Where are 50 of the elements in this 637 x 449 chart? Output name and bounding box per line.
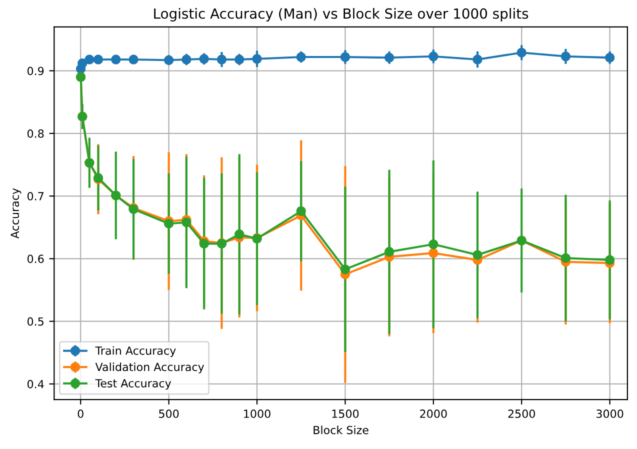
point (252, 54, 262, 64)
y-tick-label: 0.4 (27, 380, 44, 388)
point (384, 246, 394, 257)
point (604, 255, 615, 265)
y-tick-label: 0.9 (27, 66, 44, 76)
y-tick-label: 0.6 (27, 254, 44, 264)
legend-label: Validation Accuracy (95, 362, 204, 374)
point (216, 54, 227, 64)
x-tick-label: 1000 (244, 410, 270, 418)
y-axis-title: Accuracy (10, 188, 22, 239)
point (340, 264, 350, 274)
point (296, 52, 306, 62)
x-axis-title: Block Size (314, 426, 368, 434)
point (164, 218, 174, 228)
point (560, 52, 571, 62)
point (516, 48, 526, 58)
point (472, 250, 482, 260)
legend-label: Test Accuracy (95, 379, 172, 390)
point (560, 253, 571, 263)
point (182, 217, 192, 228)
point (93, 54, 104, 64)
point (199, 238, 209, 249)
x-tick-label: 3000 (596, 410, 624, 418)
y-tick-label: 0.7 (27, 192, 44, 200)
point (472, 54, 482, 64)
x-tick-label: 2000 (420, 410, 447, 418)
chart-title: Logistic Accuracy (Man) vs Block Size over 1000 splits (154, 8, 528, 22)
x-tick-label: 1500 (332, 410, 359, 418)
point (128, 54, 138, 64)
x-tick-label: 500 (159, 410, 179, 418)
point (604, 52, 615, 62)
point (199, 54, 209, 64)
point (296, 206, 306, 216)
y-tick-label: 0.5 (27, 317, 44, 326)
point (384, 52, 394, 62)
point (428, 248, 438, 258)
point (182, 54, 192, 64)
point (340, 52, 350, 62)
y-tick-label: 0.8 (27, 129, 44, 138)
point (84, 54, 94, 64)
point (234, 54, 244, 64)
point (428, 52, 438, 62)
point (428, 239, 438, 250)
x-tick-label: 2500 (508, 410, 536, 418)
point (111, 54, 121, 64)
point (164, 55, 174, 65)
legend-label: Train Accuracy (95, 346, 176, 357)
point (78, 58, 88, 68)
point (234, 229, 244, 240)
x-tick-label: 0 (78, 410, 84, 418)
